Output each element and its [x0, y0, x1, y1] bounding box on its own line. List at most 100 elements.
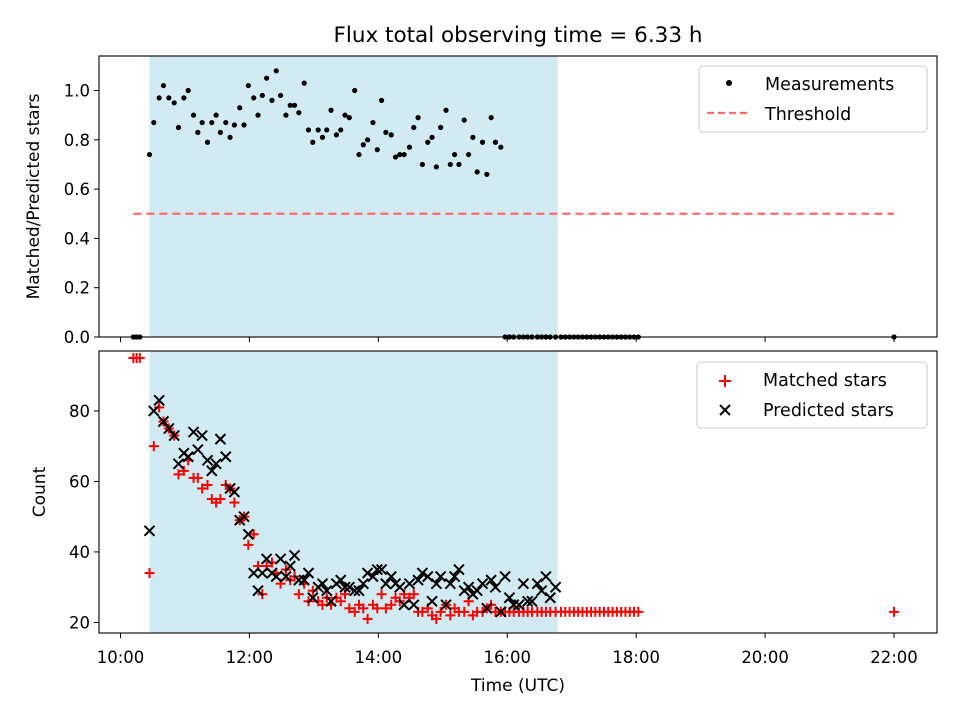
matched-star-point [435, 606, 446, 617]
chart-title: Flux total observing time = 6.33 h [334, 23, 703, 48]
measurement-point [433, 164, 439, 170]
predicted-star-point [270, 570, 282, 583]
y-tick-label: 60 [69, 472, 90, 491]
predicted-star-point [302, 567, 315, 579]
predicted-star-point [375, 563, 388, 576]
predicted-star-point [343, 581, 356, 593]
predicted-star-point [517, 577, 530, 590]
measurement-point [251, 95, 257, 101]
predicted-star-point [321, 584, 333, 597]
measurement-point [245, 82, 251, 89]
measurement-point [305, 127, 312, 133]
measurement-point [291, 102, 298, 108]
measurement-points [130, 68, 897, 340]
measurement-point [419, 161, 425, 168]
measurement-point [401, 151, 407, 158]
x-axis-label: Time (UTC) [470, 676, 565, 696]
predicted-star-point [157, 415, 170, 428]
measurement-point [277, 92, 284, 99]
predicted-star-point [288, 549, 301, 562]
predicted-star-point [256, 567, 269, 579]
measurement-point [492, 139, 499, 145]
matched-star-point [335, 596, 346, 607]
measurement-point [452, 151, 458, 158]
predicted-star-point [260, 553, 273, 565]
measurement-point [185, 87, 191, 94]
measurement-point [241, 122, 247, 128]
legend-measurements-label: Measurements [765, 75, 894, 95]
measurement-point [151, 119, 157, 126]
legend-predicted-label: Predicted stars [763, 401, 894, 421]
measurement-point [488, 115, 494, 121]
matched-star-point [307, 585, 318, 596]
matched-star-point [202, 479, 213, 490]
measurement-point [392, 154, 399, 160]
matched-star-point [154, 402, 165, 413]
predicted-star-point [549, 581, 562, 593]
predicted-star-point [348, 584, 361, 597]
measurement-point [264, 75, 270, 81]
matched-star-point [431, 613, 442, 624]
y-tick-label: 0.2 [64, 279, 90, 298]
measurement-point [338, 127, 344, 133]
predicted-star-point [422, 570, 434, 583]
predicted-star-point [238, 510, 250, 523]
measurement-point [287, 102, 293, 108]
matched-star-point [173, 469, 184, 480]
predicted-star-point [540, 570, 552, 583]
predicted-star-point [495, 606, 507, 618]
measurement-point [283, 112, 289, 118]
predicted-star-point [163, 422, 175, 435]
x-tick-label: 18:00 [612, 648, 660, 667]
predicted-star-point [526, 595, 538, 607]
predicted-star-point [476, 577, 489, 590]
measurement-point [217, 129, 224, 136]
matched-star-point [229, 497, 240, 508]
measurement-point [364, 137, 371, 143]
legend-matched-marker [719, 375, 731, 387]
predicted-star-point [462, 581, 475, 593]
measurement-point [342, 112, 348, 118]
predicted-star-point [143, 525, 156, 537]
matched-star-point [362, 613, 373, 624]
matched-star-point [197, 483, 208, 494]
predicted-star-point [371, 563, 383, 576]
measurement-point [374, 147, 380, 153]
x-tick-label: 16:00 [483, 648, 531, 667]
predicted-star-point [307, 592, 319, 604]
count-legend: Matched stars Predicted stars [696, 361, 928, 429]
predicted-star-point [201, 454, 214, 466]
matched-star-point [386, 599, 397, 610]
measurement-point [181, 95, 187, 101]
predicted-star-point [182, 451, 194, 463]
count-y-ticks: 20 40 60 80 [69, 402, 99, 632]
measurement-point [156, 95, 162, 101]
predicted-star-point [434, 570, 447, 583]
measurement-point [360, 142, 366, 148]
y-tick-label: 0.8 [64, 131, 90, 150]
measurement-point [319, 134, 326, 140]
predicted-star-point [408, 599, 420, 611]
measurement-point [465, 151, 472, 158]
count-legend-box [696, 361, 928, 429]
matched-star-point [633, 606, 644, 617]
predicted-star-point [335, 574, 347, 586]
ratio-x-ticks [119, 337, 895, 342]
measurement-point [383, 129, 389, 136]
predicted-star-point [513, 599, 525, 611]
predicted-star-point [339, 581, 351, 593]
measurement-point [346, 115, 352, 121]
matched-star-point [358, 603, 369, 614]
measurement-point [378, 97, 385, 103]
x-tick-label: 10:00 [97, 648, 145, 667]
predicted-star-point [444, 577, 457, 590]
predicted-star-point [206, 465, 218, 477]
matched-star-point [889, 606, 900, 617]
predicted-star-point [168, 429, 180, 442]
matched-star-point [148, 441, 159, 452]
predicted-star-point [192, 443, 204, 456]
measurement-point [269, 97, 275, 103]
measurement-point [397, 151, 403, 158]
x-tick-label: 20:00 [741, 648, 789, 667]
